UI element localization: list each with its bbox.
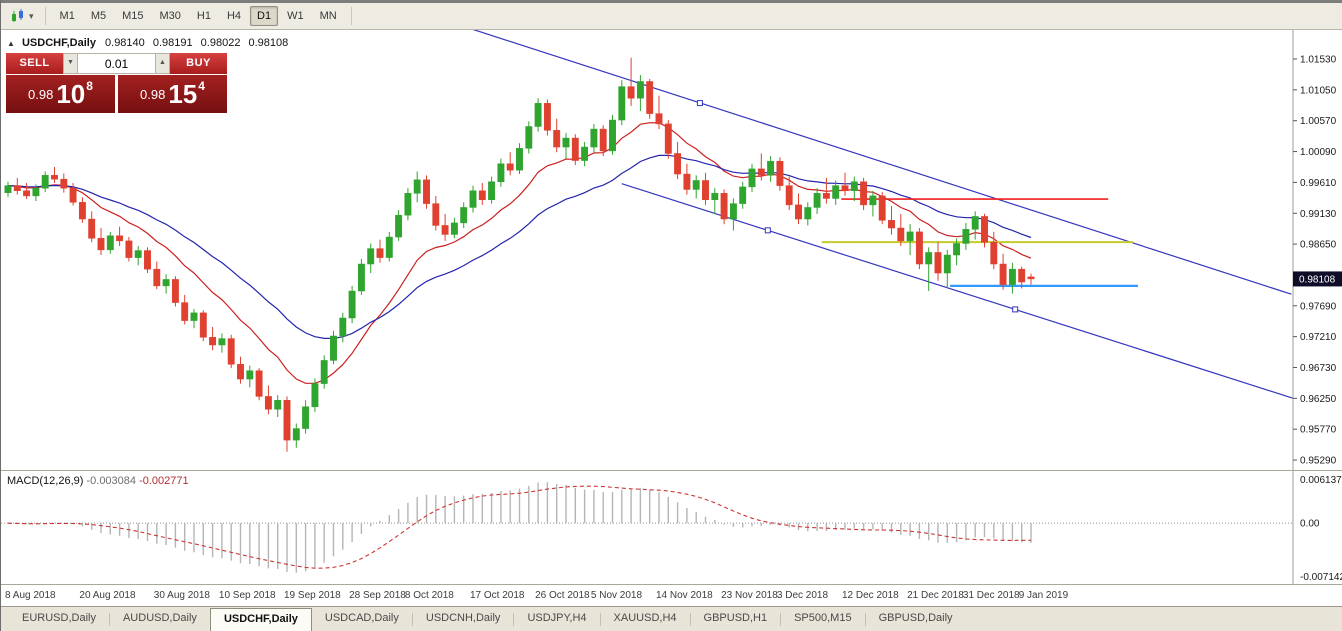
price-axis-label: 0.99610 [1300,178,1337,189]
ohlc-close: 0.98108 [249,37,289,49]
terminal-window: ▾ M1M5M15M30H1H4D1W1MN 1.015301.010501.0… [0,0,1342,631]
sell-price-display[interactable]: 0.98 10 8 [6,75,115,113]
chart-tab-eurusd-daily[interactable]: EURUSD,Daily [9,607,109,631]
buy-price-point: 4 [198,79,205,93]
price-axis-label: 0.97690 [1300,301,1337,312]
timeframe-button-h4[interactable]: H4 [220,6,248,26]
buy-price-pips: 15 [168,81,197,107]
sell-button[interactable]: SELL [6,53,63,74]
macd-histogram [7,482,1031,572]
candles-layer [5,58,1034,452]
macd-axis-label: -0.0071420 [1300,572,1342,583]
trendline-handle[interactable] [1013,307,1018,312]
volume-decrease-button[interactable]: ▼ [63,53,78,74]
chart-tab-audusd-daily[interactable]: AUDUSD,Daily [110,607,210,631]
price-axis-label: 0.95770 [1300,425,1337,436]
buy-price-main: 0.98 [140,87,165,102]
date-label: 28 Sep 2018 [349,590,406,601]
trendline-handle[interactable] [765,228,770,233]
date-label: 10 Sep 2018 [219,590,276,601]
price-scale[interactable]: 1.01530 1.01050 1.00570 1.00090 0.99610 0.991… [1293,55,1337,467]
price-axis-label: 1.00090 [1300,147,1337,158]
macd-axis-label: 0.006137 [1300,475,1342,486]
spin-down-icon: ▼ [67,59,74,66]
chart-symbol-label: USDCHF,Daily [22,37,96,49]
timeframe-button-d1[interactable]: D1 [250,6,278,26]
timeframe-button-mn[interactable]: MN [313,6,344,26]
chart-tab-gbpusd-h1[interactable]: GBPUSD,H1 [691,607,781,631]
date-label: 9 Jan 2019 [1019,590,1069,601]
timeframes-toolbar: ▾ M1M5M15M30H1H4D1W1MN [1,3,1342,30]
date-label: 23 Nov 2018 [721,590,778,601]
price-axis-label: 1.01530 [1300,55,1337,66]
spin-up-icon: ▲ [159,59,166,66]
chart-tab-usdcad-daily[interactable]: USDCAD,Daily [312,607,412,631]
date-label: 14 Nov 2018 [656,590,713,601]
date-label: 8 Aug 2018 [5,590,56,601]
timeframe-buttons: M1M5M15M30H1H4D1W1MN [52,6,345,26]
price-axis-label: 1.01050 [1300,85,1337,96]
date-label: 20 Aug 2018 [79,590,135,601]
trendline-handle[interactable] [697,101,702,106]
toolbar-separator [351,7,352,25]
charts-tool-button[interactable]: ▾ [6,6,39,26]
date-label: 5 Nov 2018 [591,590,642,601]
timeframe-button-w1[interactable]: W1 [280,6,311,26]
chart-tab-gbpusd-daily[interactable]: GBPUSD,Daily [866,607,966,631]
volume-increase-button[interactable]: ▲ [155,53,170,74]
chart-info-line: ▲ USDCHF,Daily 0.98140 0.98191 0.98022 0… [7,37,293,49]
chart-tabs-bar: EURUSD,DailyAUDUSD,DailyUSDCHF,DailyUSDC… [1,606,1342,631]
date-label: 26 Oct 2018 [535,590,589,601]
chevron-down-icon: ▾ [29,11,34,22]
sell-price-main: 0.98 [28,87,53,102]
ohlc-low: 0.98022 [201,37,241,49]
price-axis-label: 1.00570 [1300,116,1337,127]
toolbar-separator [45,7,46,25]
date-label: 12 Dec 2018 [842,590,899,601]
one-click-collapse-icon[interactable]: ▲ [7,39,15,48]
chart-tab-usdjpy-h4[interactable]: USDJPY,H4 [514,607,599,631]
price-axis-label: 0.95290 [1300,456,1337,467]
timeframe-button-m1[interactable]: M1 [53,6,82,26]
date-label: 21 Dec 2018 [907,590,964,601]
date-label: 17 Oct 2018 [470,590,524,601]
macd-label: MACD(12,26,9) -0.003084 -0.002771 [7,475,189,487]
date-axis[interactable]: 8 Aug 2018 20 Aug 2018 30 Aug 2018 10 Sep 2… [1,584,1342,606]
price-axis-label: 0.99130 [1300,209,1337,220]
ma-slow-line[interactable] [8,155,1031,338]
chart-tab-xauusd-h4[interactable]: XAUUSD,H4 [601,607,690,631]
date-label: 30 Aug 2018 [154,590,210,601]
sell-price-point: 8 [86,79,93,93]
date-label: 19 Sep 2018 [284,590,341,601]
price-axis-label: 0.96730 [1300,363,1337,374]
sell-price-pips: 10 [56,81,85,107]
timeframe-button-m15[interactable]: M15 [115,6,150,26]
current-price-label: 0.98108 [1299,274,1336,285]
chart-tab-usdcnh-daily[interactable]: USDCNH,Daily [413,607,514,631]
ohlc-high: 0.98191 [153,37,193,49]
timeframe-button-m30[interactable]: M30 [153,6,188,26]
chart-panel: 1.01530 1.01050 1.00570 1.00090 0.99610 0.991… [1,30,1342,470]
buy-price-display[interactable]: 0.98 15 4 [118,75,227,113]
date-label: 31 Dec 2018 [963,590,1020,601]
buy-button[interactable]: BUY [170,53,227,74]
price-axis-label: 0.98650 [1300,240,1337,251]
charts-icon [11,9,27,23]
macd-canvas[interactable]: MACD(12,26,9) -0.003084 -0.002771 0.00613… [1,471,1342,584]
macd-axis-label: 0.00 [1300,519,1320,530]
ohlc-open: 0.98140 [105,37,145,49]
price-axis-label: 0.97210 [1300,332,1337,343]
price-axis-label: 0.96250 [1300,394,1337,405]
chart-tab-sp500-m15[interactable]: SP500,M15 [781,607,864,631]
date-label: 8 Oct 2018 [405,590,454,601]
timeframe-button-m5[interactable]: M5 [84,6,113,26]
timeframe-button-h1[interactable]: H1 [190,6,218,26]
volume-input[interactable] [78,53,155,74]
one-click-trading-panel: SELL ▼ ▲ BUY 0.98 10 8 0.98 15 4 [6,53,227,113]
trendline-1[interactable] [473,30,1291,294]
macd-indicator-panel: MACD(12,26,9) -0.003084 -0.002771 0.00613… [1,470,1342,584]
chart-tab-usdchf-daily[interactable]: USDCHF,Daily [210,608,312,631]
date-label: 3 Dec 2018 [777,590,828,601]
